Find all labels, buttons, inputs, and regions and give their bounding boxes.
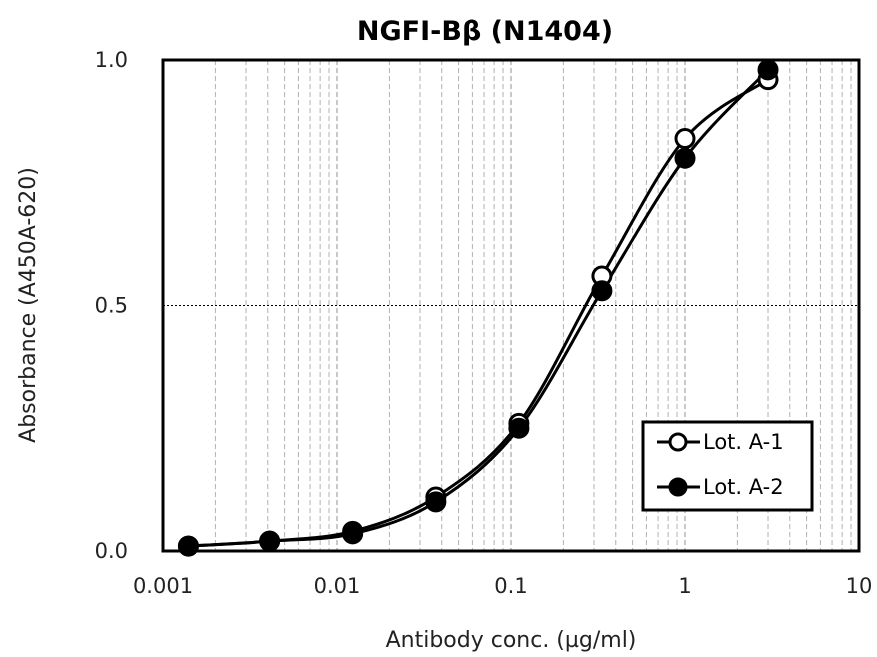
data-point-series-2 bbox=[757, 59, 779, 81]
series-markers bbox=[177, 59, 779, 557]
legend-marker-2 bbox=[668, 477, 688, 497]
y-tick-label: 0.0 bbox=[95, 539, 128, 563]
legend: Lot. A-1 Lot. A-2 bbox=[641, 420, 814, 512]
x-tick-label: 0.01 bbox=[314, 574, 361, 598]
legend-label-1: Lot. A-1 bbox=[703, 430, 784, 454]
y-tick-label: 1.0 bbox=[95, 48, 128, 72]
x-tick-label: 0.1 bbox=[494, 574, 527, 598]
axis-tick-labels: 0.001 0.01 0.1 1 10 0.0 0.5 1.0 bbox=[95, 48, 873, 598]
x-tick-label: 10 bbox=[846, 574, 873, 598]
data-point-series-2 bbox=[674, 147, 696, 169]
legend-marker-1 bbox=[668, 432, 688, 452]
data-point-series-2 bbox=[342, 523, 364, 545]
data-point-series-2 bbox=[425, 491, 447, 513]
chart-title: NGFI-Bβ (N1404) bbox=[357, 16, 613, 47]
legend-box bbox=[641, 420, 814, 512]
data-point-series-1 bbox=[674, 128, 696, 150]
y-axis-label: Absorbance (A450A-620) bbox=[16, 167, 41, 443]
plot-frame bbox=[161, 58, 861, 553]
x-tick-label: 1 bbox=[678, 574, 691, 598]
legend-label-2: Lot. A-2 bbox=[703, 475, 784, 499]
data-point-series-2 bbox=[508, 417, 530, 439]
data-point-series-2 bbox=[591, 280, 613, 302]
y-tick-label: 0.5 bbox=[95, 294, 128, 318]
data-point-series-2 bbox=[259, 530, 281, 552]
data-point-series-2 bbox=[177, 535, 199, 557]
x-tick-label: 0.001 bbox=[133, 574, 193, 598]
x-axis-label: Antibody conc. (µg/ml) bbox=[386, 628, 637, 653]
